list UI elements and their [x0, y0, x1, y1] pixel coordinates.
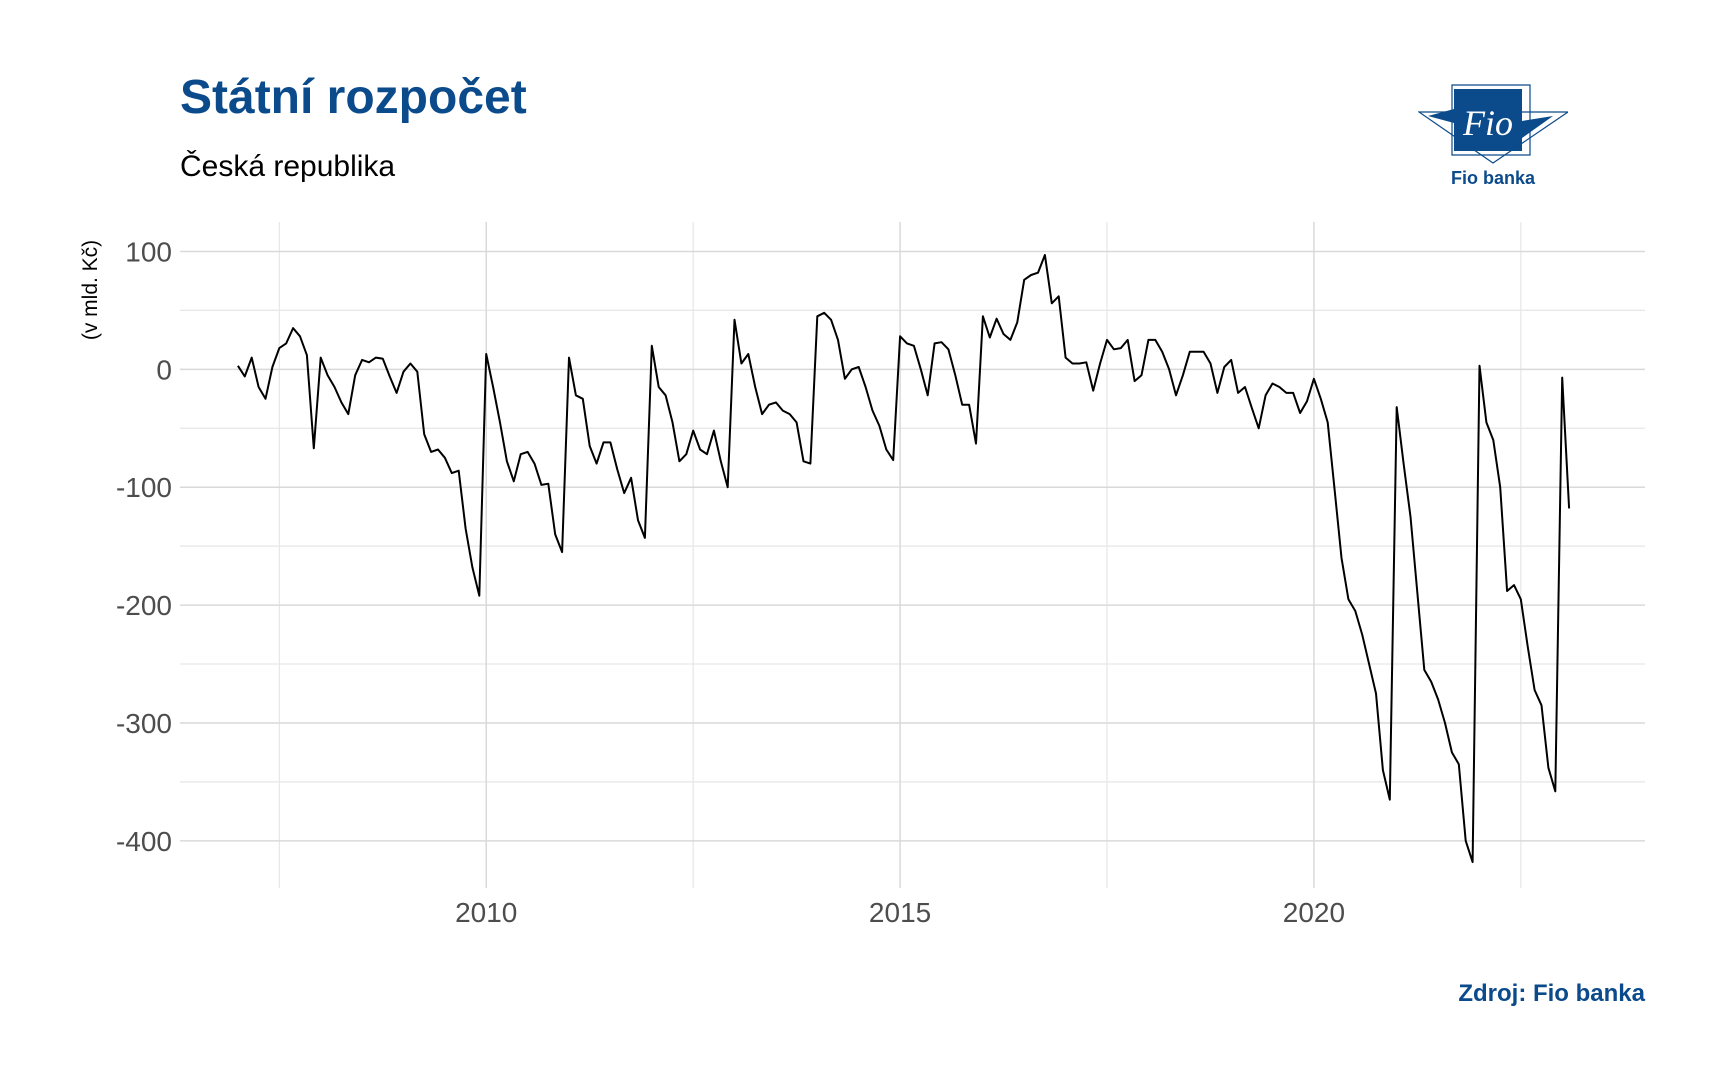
y-tick-label: -300	[116, 708, 172, 739]
chart-subtitle: Česká republika	[180, 150, 396, 183]
y-tick-label: 0	[156, 354, 172, 385]
y-tick-label: -400	[116, 826, 172, 857]
x-tick-label: 2010	[455, 897, 517, 928]
logo-outline-2	[1451, 84, 1531, 156]
y-axis-label: (v mld. Kč)	[79, 240, 102, 340]
y-axis-ticks: 100 0 -100 -200 -300 -400	[116, 236, 172, 856]
fio-banka-logo: Fio	[1418, 84, 1568, 164]
logo-shape	[1428, 89, 1553, 151]
grid-major	[180, 222, 1645, 888]
y-tick-label: -200	[116, 590, 172, 621]
grid-minor	[180, 222, 1645, 888]
y-tick-label: -100	[116, 472, 172, 503]
logo-label: Fio banka	[1450, 168, 1535, 188]
source-note: Zdroj: Fio banka	[1458, 980, 1645, 1007]
x-tick-label: 2020	[1283, 897, 1345, 928]
x-tick-label: 2015	[869, 897, 931, 928]
y-tick-label: 100	[125, 236, 172, 267]
chart-title: Státní rozpočet	[180, 71, 527, 124]
series-line	[237, 254, 1571, 864]
logo-text: Fio	[1462, 103, 1513, 143]
x-axis-ticks: 2010 2015 2020	[455, 897, 1345, 928]
